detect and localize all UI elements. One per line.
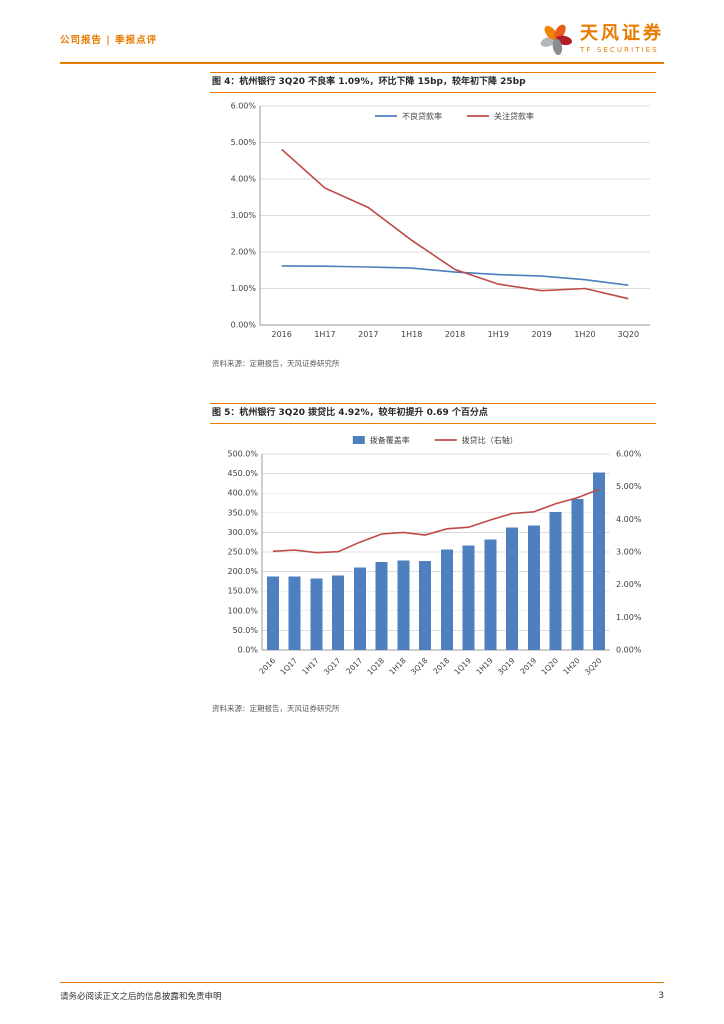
svg-text:4.00%: 4.00%: [231, 175, 257, 184]
svg-text:3Q18: 3Q18: [409, 656, 430, 677]
svg-text:3Q20: 3Q20: [583, 656, 604, 677]
tf-flower-logo-icon: [540, 24, 572, 55]
svg-text:关注贷款率: 关注贷款率: [494, 111, 534, 121]
figure-5-legend: 拨备覆盖率 拨贷比（右轴）: [352, 435, 518, 445]
svg-text:2016: 2016: [271, 330, 291, 339]
figure-5-combo-chart-svg: 0.0% 50.0% 100.0% 150.0% 200.0% 250.0% 300.0% 3…: [227, 435, 642, 677]
svg-text:450.0%: 450.0%: [227, 469, 258, 478]
page-header: 公司报告 | 季报点评 天风证券 TF SECURITIES: [60, 20, 664, 58]
provision-coverage-bars: [266, 472, 606, 651]
figure-4-section: 图 4：杭州银行 3Q20 不良率 1.09%，环比下降 15bp，较年初下降 …: [210, 72, 656, 369]
brand-name-chinese: 天风证券: [580, 22, 664, 44]
svg-text:2018: 2018: [431, 656, 451, 676]
figure-4-line-chart-svg: 0.00% 1.00% 2.00% 3.00% 4.00% 5.00% 6.00% 2016 1…: [231, 102, 650, 339]
svg-text:6.00%: 6.00%: [616, 450, 642, 459]
svg-text:1Q19: 1Q19: [452, 656, 473, 677]
figure-5-title: 图 5：杭州银行 3Q20 拨贷比 4.92%，较年初提升 0.69 个百分点: [210, 403, 656, 425]
svg-text:2017: 2017: [344, 656, 364, 676]
svg-text:1H20: 1H20: [561, 656, 582, 677]
svg-text:5.00%: 5.00%: [231, 138, 257, 147]
svg-text:0.0%: 0.0%: [238, 646, 259, 655]
provision-to-loan-line: [272, 488, 600, 554]
special-mention-ratio-line: [281, 149, 629, 300]
svg-text:3.00%: 3.00%: [231, 211, 257, 220]
svg-text:6.00%: 6.00%: [231, 102, 257, 111]
npl-ratio-line: [281, 265, 629, 287]
svg-text:2017: 2017: [358, 330, 378, 339]
svg-text:1Q18: 1Q18: [365, 656, 386, 677]
brand-name-english: TF SECURITIES: [580, 45, 659, 54]
page-number: 3: [658, 991, 664, 1001]
svg-text:1H18: 1H18: [401, 330, 422, 339]
svg-text:1Q20: 1Q20: [539, 656, 560, 677]
svg-text:1.00%: 1.00%: [231, 284, 257, 293]
svg-text:1H20: 1H20: [574, 330, 595, 339]
svg-text:100.0%: 100.0%: [227, 607, 258, 616]
figure-5-source: 资料来源：定期报告，天风证券研究所: [212, 704, 340, 714]
svg-text:1H17: 1H17: [300, 656, 321, 677]
svg-text:0.00%: 0.00%: [616, 646, 642, 655]
svg-text:5.00%: 5.00%: [616, 482, 642, 491]
svg-text:2018: 2018: [445, 330, 465, 339]
svg-text:150.0%: 150.0%: [227, 587, 258, 596]
svg-text:200.0%: 200.0%: [227, 567, 258, 576]
svg-text:拨备覆盖率: 拨备覆盖率: [370, 435, 410, 445]
svg-text:1H18: 1H18: [387, 656, 408, 677]
figure-4-source: 资料来源：定期报告，天风证券研究所: [212, 359, 340, 369]
svg-text:1.00%: 1.00%: [616, 613, 642, 622]
svg-text:400.0%: 400.0%: [227, 489, 258, 498]
page-footer: 请务必阅读正文之后的信息披露和免责申明 3: [60, 990, 664, 1002]
svg-text:2.00%: 2.00%: [231, 248, 257, 257]
svg-text:不良贷款率: 不良贷款率: [402, 111, 442, 121]
brand: 天风证券 TF SECURITIES: [539, 21, 664, 57]
svg-text:0.00%: 0.00%: [231, 321, 257, 330]
svg-text:300.0%: 300.0%: [227, 528, 258, 537]
footer-disclaimer: 请务必阅读正文之后的信息披露和免责申明: [60, 992, 222, 1002]
svg-text:1H19: 1H19: [474, 656, 495, 677]
svg-text:3Q17: 3Q17: [322, 656, 343, 677]
figure-4-chart: 0.00% 1.00% 2.00% 3.00% 4.00% 5.00% 6.00% 2016 1…: [210, 96, 656, 352]
svg-text:3Q19: 3Q19: [496, 656, 517, 677]
svg-text:500.0%: 500.0%: [227, 450, 258, 459]
svg-text:1H19: 1H19: [488, 330, 509, 339]
figure-4-title: 图 4：杭州银行 3Q20 不良率 1.09%，环比下降 15bp，较年初下降 …: [210, 72, 656, 94]
brand-text: 天风证券 TF SECURITIES: [580, 22, 664, 54]
svg-text:2019: 2019: [518, 656, 538, 676]
svg-text:3Q20: 3Q20: [618, 330, 640, 339]
report-type-breadcrumb: 公司报告 | 季报点评: [60, 35, 158, 46]
header-divider: [60, 62, 664, 64]
figure-4-legend: 不良贷款率 关注贷款率: [375, 111, 534, 121]
svg-text:250.0%: 250.0%: [227, 548, 258, 557]
svg-text:1H17: 1H17: [314, 330, 335, 339]
figure-5-section: 图 5：杭州银行 3Q20 拨贷比 4.92%，较年初提升 0.69 个百分点 …: [210, 403, 656, 714]
svg-text:3.00%: 3.00%: [616, 548, 642, 557]
svg-text:2.00%: 2.00%: [616, 580, 642, 589]
svg-text:拨贷比（右轴）: 拨贷比（右轴）: [462, 435, 518, 445]
figure-5-chart: 0.0% 50.0% 100.0% 150.0% 200.0% 250.0% 300.0% 3…: [210, 427, 656, 701]
svg-text:350.0%: 350.0%: [227, 509, 258, 518]
footer-divider: [60, 982, 664, 983]
svg-text:1Q17: 1Q17: [278, 656, 299, 677]
svg-text:2016: 2016: [257, 656, 277, 676]
svg-text:2019: 2019: [531, 330, 551, 339]
svg-text:4.00%: 4.00%: [616, 515, 642, 524]
svg-text:50.0%: 50.0%: [233, 626, 259, 635]
